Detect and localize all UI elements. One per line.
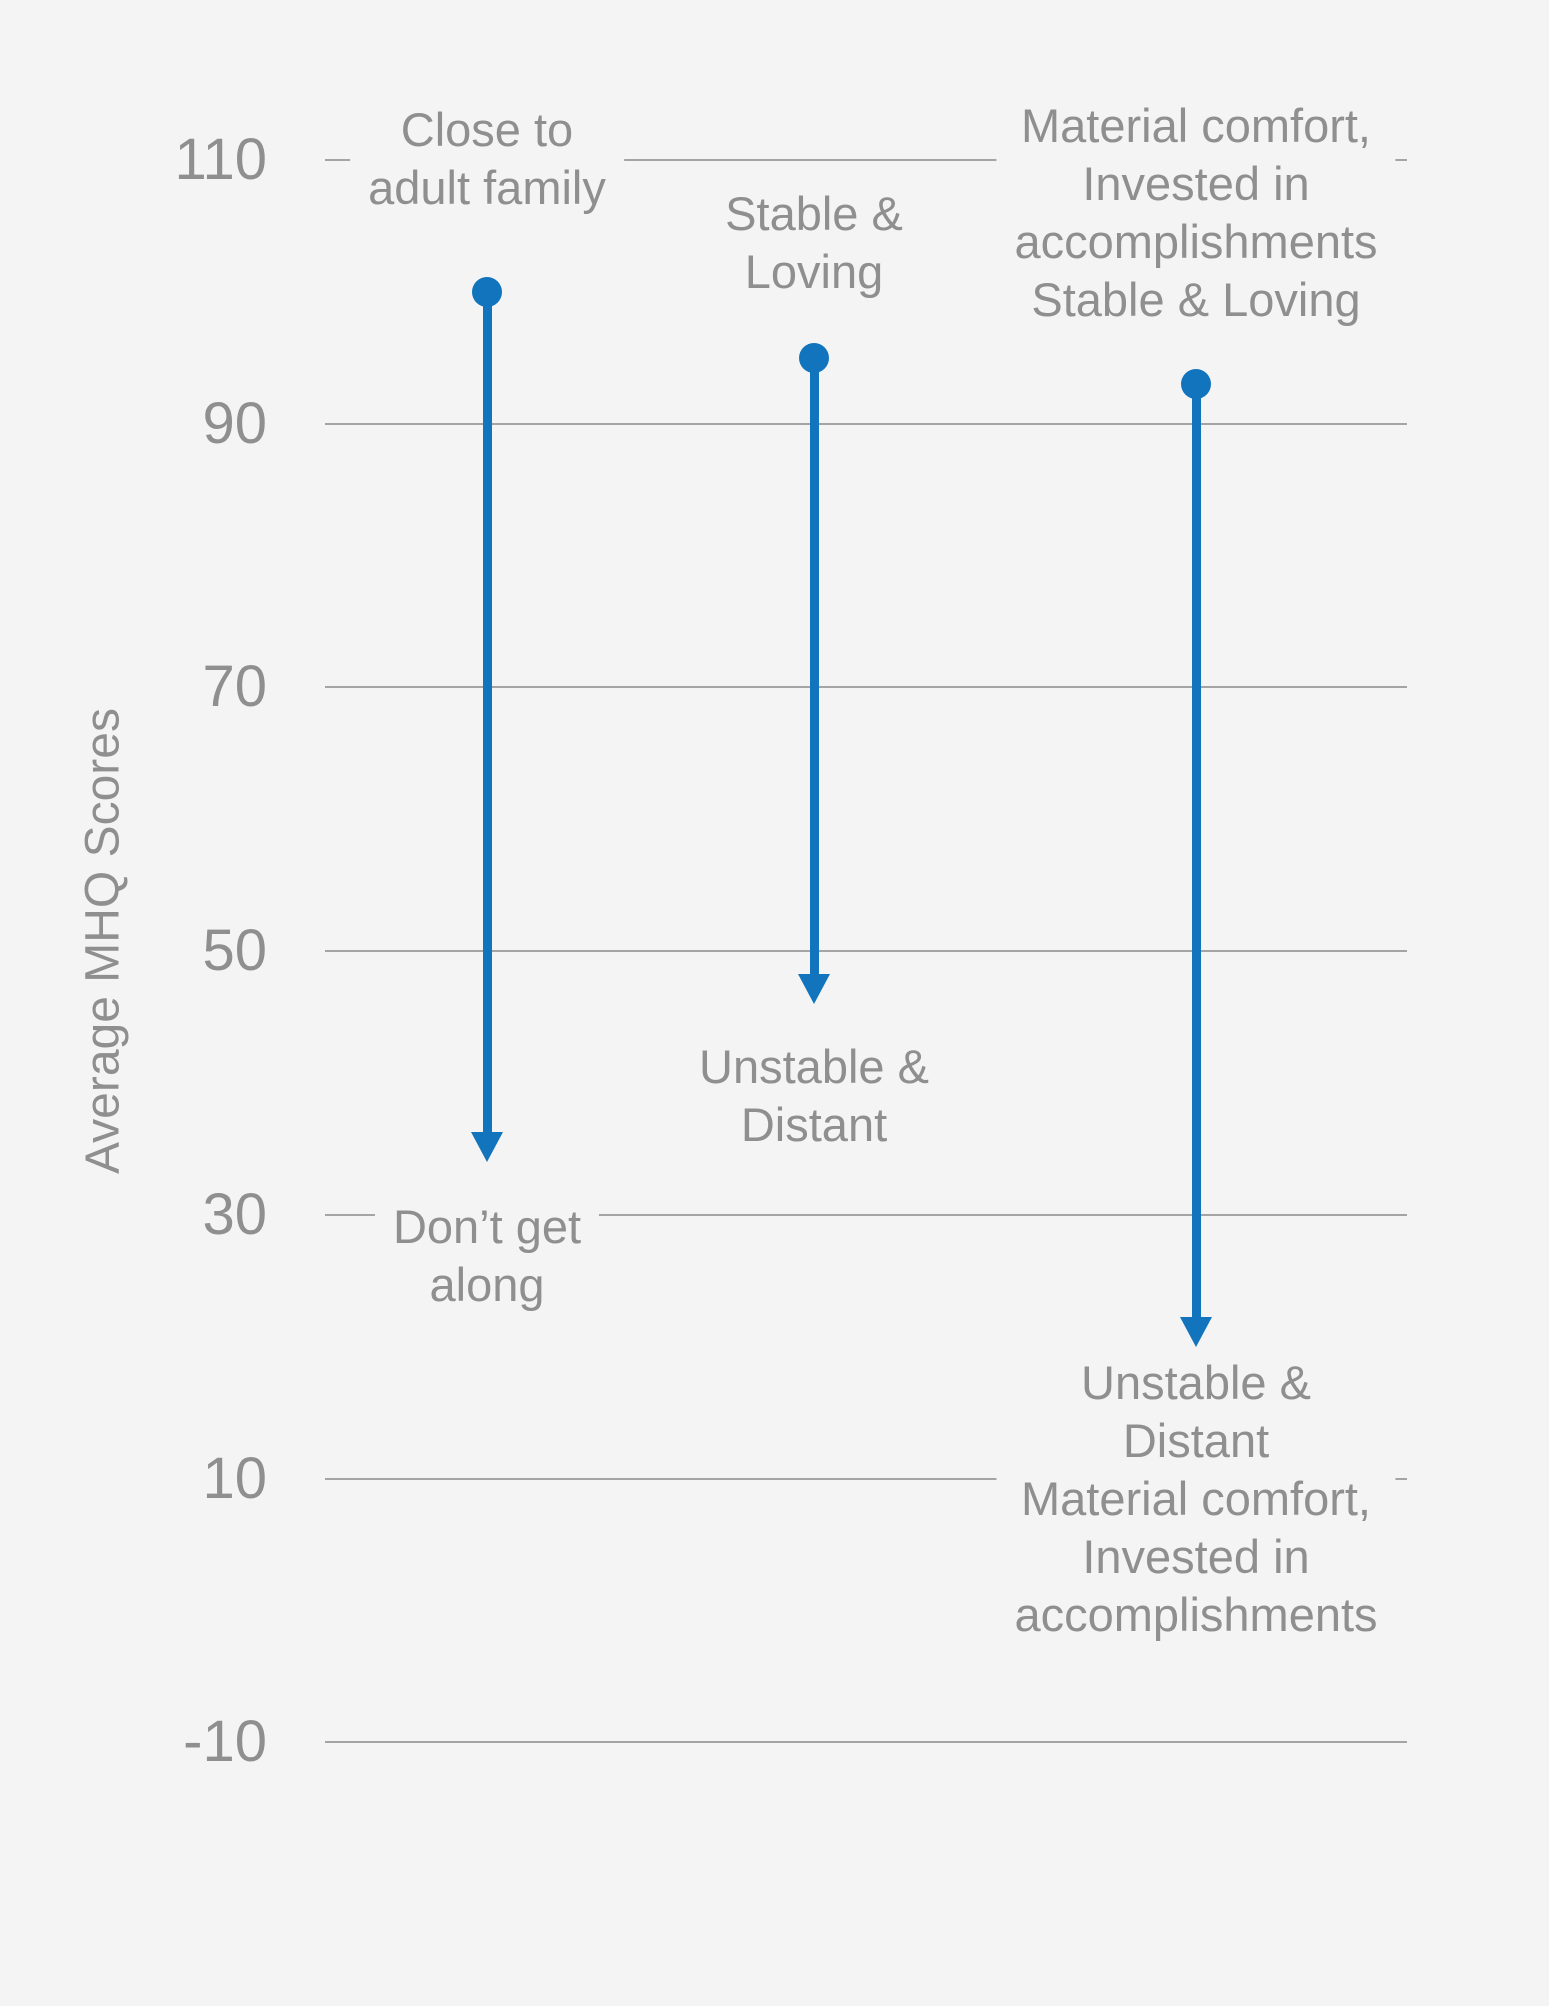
arrow-start-dot (472, 276, 502, 307)
gridline (325, 422, 1407, 425)
y-tick-label: 50 (202, 918, 267, 984)
gridline (325, 1477, 1407, 1480)
arrow-start-label: Stable & Loving (707, 181, 921, 305)
y-tick-label: -10 (183, 1709, 267, 1775)
arrow-stem (1191, 384, 1201, 1321)
gridline (325, 686, 1407, 689)
arrow-head-icon (1180, 1316, 1212, 1347)
y-tick-label: 90 (202, 390, 267, 456)
y-tick-label: 30 (202, 1181, 267, 1247)
arrow-start-dot (1181, 369, 1211, 400)
gridline (325, 159, 1407, 161)
y-tick-label: 10 (202, 1445, 267, 1511)
arrow-end-label: Unstable & Distant (681, 1034, 947, 1158)
arrow-stem (482, 291, 492, 1137)
gridline (325, 1213, 1407, 1216)
gridline (325, 1741, 1407, 1744)
y-tick-label: 70 (202, 654, 267, 720)
arrow-end-label: Unstable & Distant Material comfort, Inv… (996, 1350, 1396, 1648)
arrow-head-icon (798, 973, 830, 1004)
arrow-start-label: Close to adult family (350, 97, 624, 221)
y-tick-label: 110 (174, 127, 267, 192)
arrow-head-icon (471, 1132, 503, 1163)
arrow-start-label: Material comfort, Invested in accomplish… (996, 93, 1396, 333)
arrow-end-label: Don’t get along (374, 1194, 600, 1318)
gridline (325, 950, 1407, 953)
arrow-stem (809, 357, 819, 978)
arrow-start-dot (799, 342, 829, 373)
